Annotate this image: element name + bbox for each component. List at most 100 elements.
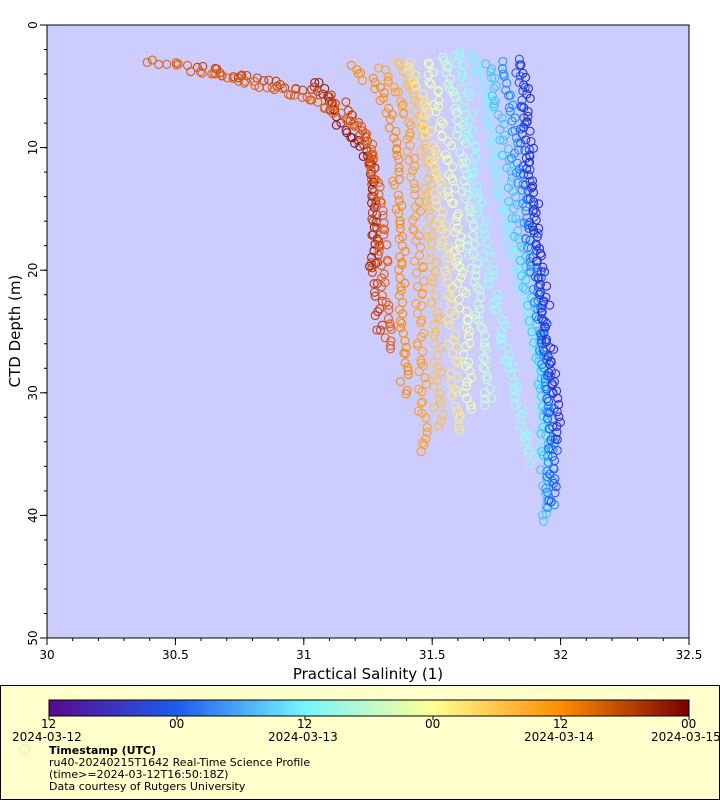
data-point bbox=[173, 59, 183, 69]
data-point bbox=[384, 300, 394, 310]
data-point bbox=[476, 236, 486, 246]
data-point bbox=[302, 92, 312, 102]
data-point bbox=[509, 204, 519, 214]
data-point bbox=[421, 196, 431, 206]
data-point bbox=[504, 155, 514, 165]
data-point bbox=[142, 57, 152, 67]
data-point bbox=[396, 282, 406, 292]
data-point bbox=[473, 203, 483, 213]
data-point bbox=[490, 168, 500, 178]
data-point bbox=[519, 218, 529, 228]
data-point bbox=[393, 190, 403, 200]
data-point bbox=[408, 215, 418, 225]
data-point bbox=[538, 262, 548, 272]
data-point bbox=[480, 394, 490, 404]
data-point bbox=[458, 134, 468, 144]
data-point bbox=[552, 445, 562, 455]
data-point bbox=[429, 339, 439, 349]
data-point bbox=[422, 422, 432, 432]
data-point bbox=[421, 191, 431, 201]
data-point bbox=[509, 384, 519, 394]
data-point bbox=[426, 79, 436, 89]
data-point bbox=[233, 76, 243, 86]
data-point bbox=[521, 234, 531, 244]
colorbar-gradient bbox=[48, 699, 690, 717]
data-point bbox=[554, 400, 564, 410]
data-point bbox=[481, 59, 491, 69]
data-point bbox=[436, 398, 446, 409]
data-point bbox=[406, 172, 416, 182]
data-point bbox=[409, 75, 419, 85]
data-point bbox=[468, 109, 478, 119]
data-point bbox=[500, 130, 510, 140]
data-point bbox=[416, 332, 426, 342]
data-point bbox=[197, 68, 207, 78]
data-point bbox=[432, 312, 443, 322]
data-point bbox=[418, 89, 428, 99]
data-point bbox=[516, 403, 526, 413]
data-point bbox=[451, 329, 461, 339]
data-point bbox=[367, 214, 377, 224]
data-point bbox=[457, 72, 467, 82]
data-point bbox=[479, 388, 489, 398]
data-point bbox=[393, 87, 403, 97]
data-point bbox=[550, 488, 560, 498]
data-point bbox=[463, 331, 474, 341]
data-point bbox=[366, 144, 376, 154]
data-point bbox=[410, 70, 420, 80]
data-point bbox=[496, 332, 506, 342]
data-point bbox=[524, 220, 534, 230]
data-point bbox=[357, 75, 367, 86]
data-point bbox=[484, 272, 494, 282]
data-point bbox=[455, 262, 465, 272]
data-point bbox=[408, 166, 418, 176]
data-point bbox=[447, 391, 457, 401]
data-point bbox=[350, 138, 360, 148]
data-point bbox=[464, 134, 474, 144]
data-point bbox=[544, 443, 554, 454]
data-point bbox=[366, 258, 377, 268]
data-point bbox=[549, 377, 560, 387]
data-point bbox=[426, 156, 436, 166]
data-point bbox=[347, 110, 357, 120]
data-point bbox=[466, 263, 476, 273]
data-point bbox=[513, 138, 523, 148]
data-point bbox=[435, 389, 445, 399]
data-point bbox=[489, 102, 499, 112]
data-point bbox=[482, 259, 492, 270]
data-point bbox=[536, 429, 546, 439]
data-point bbox=[470, 152, 480, 162]
data-point bbox=[431, 257, 442, 267]
data-point bbox=[467, 161, 477, 171]
data-point bbox=[249, 76, 259, 86]
data-point bbox=[480, 229, 490, 239]
data-point bbox=[538, 422, 548, 432]
data-point bbox=[488, 158, 498, 168]
y-tick-label: 50 bbox=[26, 630, 40, 645]
data-point bbox=[370, 291, 380, 301]
data-point bbox=[538, 401, 548, 411]
data-point bbox=[479, 224, 489, 234]
data-point bbox=[445, 74, 456, 84]
data-point bbox=[472, 282, 482, 292]
data-point bbox=[459, 176, 469, 186]
data-point bbox=[536, 251, 547, 261]
data-point bbox=[510, 113, 520, 123]
data-point bbox=[419, 100, 430, 110]
data-point bbox=[435, 176, 445, 186]
data-point bbox=[540, 267, 550, 277]
data-point bbox=[515, 256, 525, 266]
data-point bbox=[430, 162, 440, 172]
data-point bbox=[420, 110, 430, 120]
data-point bbox=[409, 256, 419, 266]
data-point bbox=[383, 72, 393, 82]
data-point bbox=[458, 153, 469, 163]
data-point bbox=[424, 233, 434, 243]
data-point bbox=[431, 168, 441, 178]
data-point bbox=[527, 176, 538, 186]
data-point bbox=[389, 133, 399, 143]
data-points bbox=[142, 47, 565, 526]
data-point bbox=[551, 482, 561, 492]
data-point bbox=[452, 372, 463, 382]
data-point bbox=[521, 206, 531, 216]
